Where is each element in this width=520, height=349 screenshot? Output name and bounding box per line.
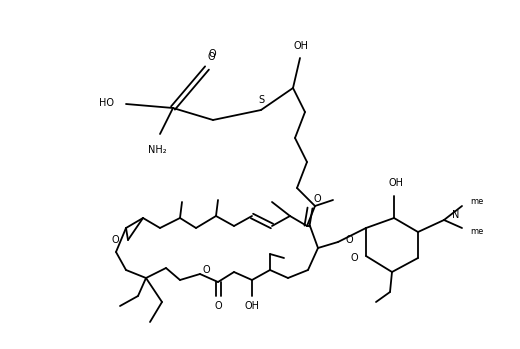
Text: O: O [207,52,215,62]
Text: O: O [350,253,358,263]
Text: O: O [111,235,119,245]
Text: O: O [313,194,321,204]
Text: O: O [208,49,216,59]
Text: NH₂: NH₂ [148,145,166,155]
Text: OH: OH [293,41,308,51]
Text: O: O [345,235,353,245]
Text: O: O [214,301,222,311]
Text: OH: OH [388,178,404,188]
Text: HO: HO [99,98,114,108]
Text: O: O [202,265,210,275]
Text: me: me [470,228,484,237]
Text: OH: OH [244,301,259,311]
Text: me: me [470,198,484,207]
Text: N: N [452,210,459,220]
Text: S: S [258,95,264,105]
